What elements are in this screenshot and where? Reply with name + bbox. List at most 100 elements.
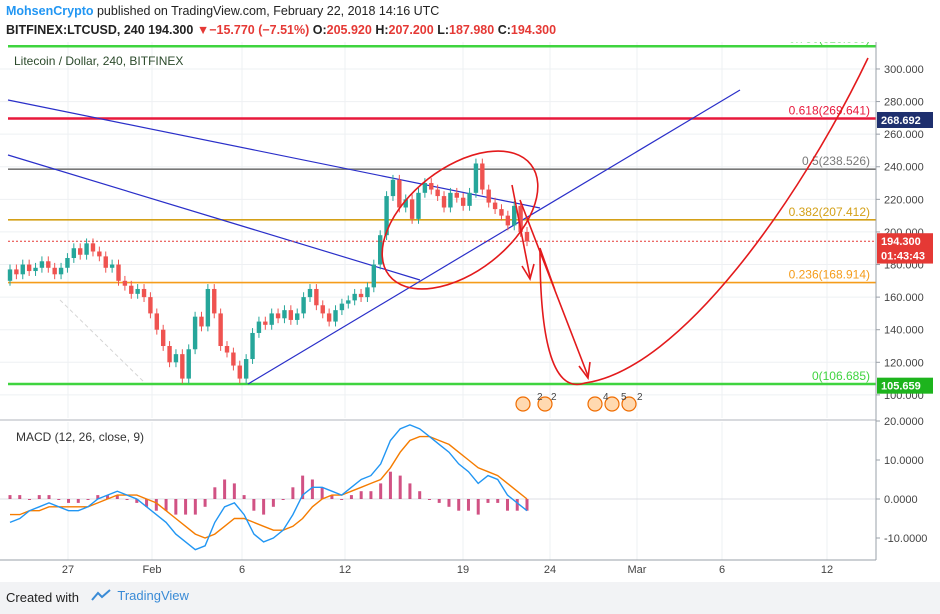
time-tick-label: 27	[62, 564, 74, 576]
candle	[326, 313, 332, 322]
brand-name[interactable]: TradingView	[117, 588, 189, 603]
candle	[135, 288, 140, 294]
candle	[524, 231, 530, 242]
price-tick-label: 160.000	[884, 292, 924, 304]
macd-histogram-bar	[408, 483, 412, 499]
price-badge	[877, 377, 933, 394]
high-value: 207.200	[388, 23, 434, 37]
time-tick-label: 12	[339, 564, 351, 576]
footer: Created with TradingView	[0, 582, 940, 614]
event-count: 2	[637, 392, 643, 403]
created-with-label: Created with	[6, 590, 79, 605]
candle	[167, 346, 172, 363]
price-badge-label: 194.300	[881, 236, 921, 248]
candle	[46, 261, 51, 268]
candle	[14, 269, 19, 275]
macd-histogram-bar	[271, 499, 275, 507]
macd-histogram-bar	[135, 499, 139, 503]
candle	[441, 196, 447, 208]
event-count: 5	[621, 392, 627, 403]
macd-histogram-bar	[67, 499, 71, 503]
macd-histogram-bar	[359, 491, 363, 499]
macd-histogram-bar	[379, 483, 383, 499]
price-tick-label: 320.000	[884, 42, 924, 43]
macd-histogram-bar	[203, 499, 207, 507]
macd-tick-label: 20.0000	[884, 416, 924, 428]
macd-histogram-bar	[115, 495, 119, 499]
macd-histogram-bar	[418, 491, 422, 499]
candle	[263, 321, 268, 325]
macd-signal-line	[10, 435, 528, 539]
price-badge	[877, 247, 933, 264]
candle	[26, 264, 32, 272]
chart-header: MohsenCrypto published on TradingView.co…	[0, 0, 940, 42]
event-flag-icon[interactable]	[515, 396, 637, 412]
macd-histogram-bar	[291, 487, 295, 499]
event-count: 4	[603, 392, 609, 403]
macd-histogram-bar	[515, 499, 519, 511]
candle	[122, 280, 128, 286]
candle	[154, 313, 160, 330]
macd-axis[interactable]: -10.0000 0.0000 10.0000 20.0000	[876, 416, 927, 545]
candle	[282, 310, 287, 319]
macd-line	[9, 424, 528, 551]
candle	[237, 365, 242, 379]
macd-histogram-bar	[184, 499, 188, 515]
macd-histogram-bar	[232, 483, 236, 499]
annotation-projection-curve	[539, 57, 869, 386]
candle	[256, 321, 262, 333]
high-label: H:	[375, 23, 389, 37]
candle	[499, 209, 504, 216]
macd-histogram-bar	[76, 499, 80, 503]
candle	[390, 179, 396, 197]
time-axis[interactable]: 27 Feb 6 12 19 24 Mar 6 12	[0, 559, 876, 576]
macd-histogram-bar	[193, 499, 197, 515]
macd-histogram-bar	[145, 499, 149, 507]
candle	[512, 205, 517, 226]
candle	[403, 199, 408, 208]
macd-histogram-bar	[47, 495, 51, 499]
fib-label-0.618: 0.618(269.641)	[789, 103, 870, 117]
trendline-upper-resistance	[7, 99, 541, 209]
candle	[180, 354, 185, 379]
price-chart[interactable]: 0.786(313.939) 0.618(269.641) 0.5(238.526)…	[0, 42, 940, 582]
macd-histogram-bar	[330, 495, 334, 499]
author-name[interactable]: MohsenCrypto	[6, 4, 94, 18]
candle	[84, 243, 89, 255]
candle	[409, 199, 415, 219]
price-tick-label: 260.000	[884, 129, 924, 141]
price-tick-label: 120.000	[884, 357, 924, 369]
candle	[160, 329, 166, 347]
time-tick-label: 6	[719, 564, 725, 576]
price-badge	[877, 111, 933, 128]
candle	[269, 313, 274, 325]
candle	[320, 305, 325, 314]
macd-histogram-bar	[37, 495, 41, 499]
change-arrow: ▼	[196, 23, 210, 37]
candle	[33, 267, 38, 272]
publish-info: published on TradingView.com, February 2…	[96, 4, 440, 18]
candle	[435, 189, 440, 197]
macd-tick-label: 0.0000	[884, 494, 918, 506]
grid	[0, 42, 876, 560]
candle	[109, 264, 115, 268]
faded-trendline	[59, 299, 146, 384]
price-axis[interactable]: 100.000120.000140.000160.000180.000200.0…	[875, 42, 924, 560]
candle	[460, 197, 466, 206]
candle	[346, 300, 351, 304]
macd-histogram-bar	[476, 499, 480, 515]
event-count: 2	[551, 392, 557, 403]
tradingview-logo-icon[interactable]: TradingView	[90, 588, 189, 603]
macd-histogram-bar	[96, 495, 100, 499]
candle	[7, 269, 13, 281]
price-tick-label: 280.000	[884, 97, 924, 109]
time-tick-label: 24	[544, 564, 556, 576]
time-tick-label: Feb	[143, 564, 162, 576]
macd-histogram-bar	[281, 499, 285, 500]
candle	[416, 192, 421, 219]
macd-histogram-bar	[496, 499, 500, 503]
candle	[480, 163, 485, 190]
macd-histogram-bar	[57, 499, 61, 500]
price-badge-label: 105.659	[881, 381, 921, 393]
